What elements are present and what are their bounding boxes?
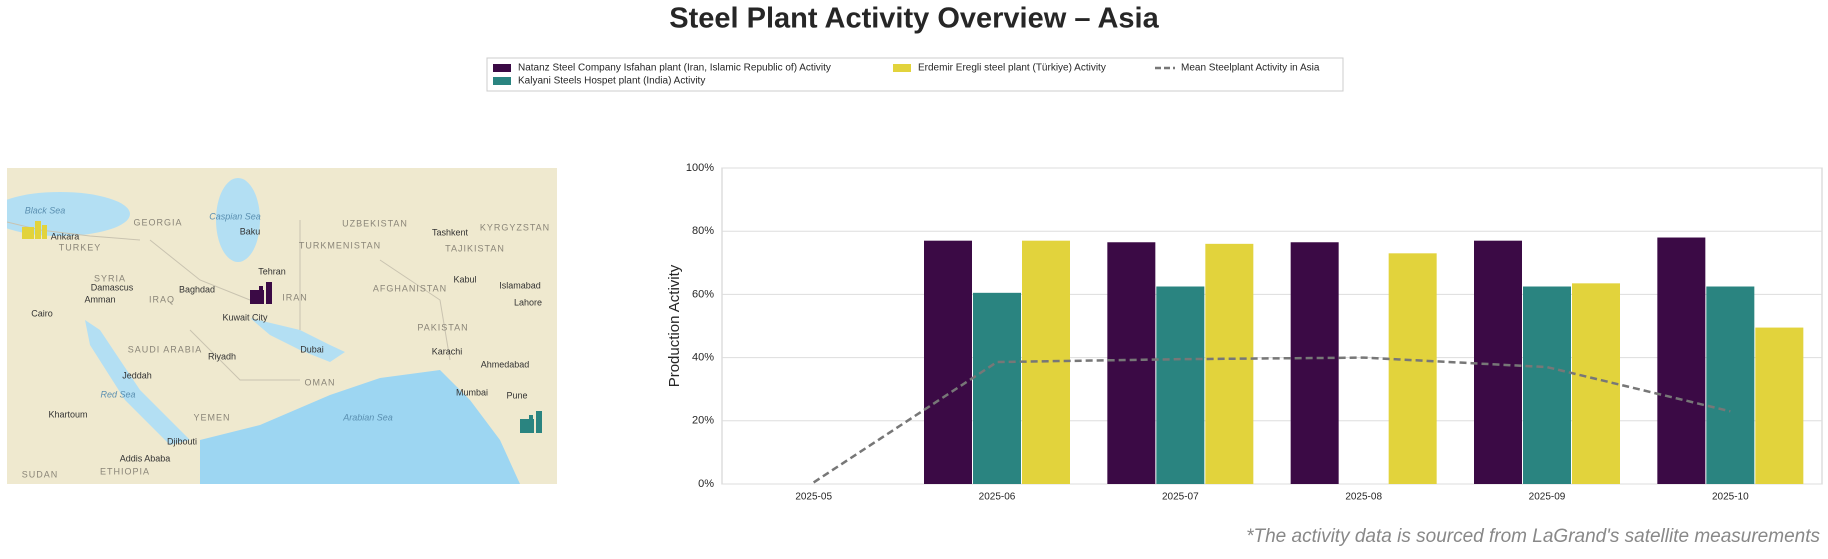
map-label: TURKEY [59, 242, 102, 252]
map-label: Kabul [453, 274, 476, 284]
footnote: *The activity data is sourced from LaGra… [1246, 526, 1820, 547]
x-tick-label: 2025-09 [1529, 492, 1566, 503]
map-label: Djibouti [167, 436, 197, 446]
map-label: Tehran [258, 266, 286, 276]
map-label: Mumbai [456, 387, 488, 397]
legend-label: Mean Steelplant Activity in Asia [1181, 63, 1320, 74]
map-label: Pune [506, 390, 527, 400]
map-label: Tashkent [432, 227, 469, 237]
bar [924, 240, 972, 484]
y-axis-label: Production Activity [666, 264, 683, 387]
map-label: PAKISTAN [417, 322, 468, 332]
bar [1523, 286, 1571, 484]
bar [1474, 240, 1522, 484]
y-tick-label: 60% [692, 288, 714, 300]
map-label: ETHIOPIA [100, 466, 150, 476]
map-label: Damascus [91, 282, 134, 292]
map: Black Sea GEORGIA Caspian Sea UZBEKISTAN Tas… [7, 168, 557, 484]
legend: Natanz Steel Company Isfahan plant (Iran… [493, 63, 1320, 87]
map-label: OMAN [305, 377, 336, 387]
map-label: SUDAN [22, 469, 59, 479]
x-tick-label: 2025-10 [1712, 492, 1749, 503]
map-label: Jeddah [122, 370, 152, 380]
legend-swatch [893, 64, 911, 72]
chart-title: Steel Plant Activity Overview – Asia [669, 3, 1159, 35]
bar [1107, 242, 1156, 484]
map-label: Baghdad [179, 284, 215, 294]
map-label: SYRIA [94, 273, 126, 283]
map-label: KYRGYZSTAN [480, 222, 550, 232]
map-label: Black Sea [25, 205, 66, 215]
map-labels: Black Sea GEORGIA Caspian Sea UZBEKISTAN Tas… [22, 205, 550, 479]
plot-frame [721, 167, 1823, 485]
map-label: AFGHANISTAN [373, 283, 447, 293]
water [250, 318, 345, 362]
legend-swatch [493, 64, 511, 72]
legend-label: Kalyani Steels Hospet plant (India) Acti… [518, 76, 705, 87]
map-label: Arabian Sea [342, 412, 393, 422]
bar [1388, 253, 1437, 484]
map-label: Red Sea [100, 389, 135, 399]
y-tick-label: 40% [692, 352, 714, 364]
plant-icon [520, 411, 542, 433]
map-label: YEMEN [193, 412, 230, 422]
map-label: UZBEKISTAN [342, 218, 408, 228]
plant-icon [250, 282, 272, 304]
x-tick-label: 2025-07 [1162, 492, 1199, 503]
map-label: Ankara [51, 231, 80, 241]
map-label: Riyadh [208, 351, 236, 361]
y-tick-label: 80% [692, 225, 714, 237]
bar [1156, 286, 1205, 484]
map-label: Ahmedabad [481, 359, 530, 369]
water [216, 178, 260, 262]
map-label: TAJIKISTAN [445, 243, 505, 253]
y-tick-label: 100% [686, 162, 714, 174]
y-tick-label: 0% [698, 478, 714, 490]
bar [1706, 286, 1755, 484]
legend-label: Erdemir Eregli steel plant (Türkiye) Act… [918, 63, 1106, 74]
plant-icon [22, 221, 47, 239]
map-label: Khartoum [48, 409, 87, 419]
map-label: Cairo [31, 308, 53, 318]
border [7, 221, 141, 241]
border [149, 220, 451, 381]
map-label: IRAN [282, 292, 308, 302]
map-label: Dubai [300, 344, 324, 354]
bar [1290, 242, 1339, 484]
map-label: GEORGIA [133, 217, 182, 227]
legend-label: Natanz Steel Company Isfahan plant (Iran… [518, 63, 831, 74]
map-label: Lahore [514, 297, 542, 307]
map-label: Caspian Sea [209, 211, 261, 221]
water [200, 370, 520, 484]
water [85, 320, 190, 445]
bar [1755, 327, 1804, 484]
bar [973, 292, 1021, 484]
bar [1205, 243, 1254, 484]
legend-box [486, 57, 1344, 92]
map-label: SAUDI ARABIA [128, 344, 203, 354]
map-label: Islamabad [499, 280, 541, 290]
y-tick-label: 20% [692, 415, 714, 427]
map-label: TURKMENISTAN [299, 240, 381, 250]
map-label: Karachi [432, 346, 463, 356]
map-label: Addis Ababa [120, 453, 171, 463]
x-tick-label: 2025-08 [1345, 492, 1382, 503]
map-label: Amman [84, 294, 115, 304]
bar [1657, 237, 1706, 484]
x-tick-label: 2025-05 [795, 492, 832, 503]
legend-swatch [493, 77, 511, 85]
map-label: Baku [240, 226, 261, 236]
x-tick-label: 2025-06 [979, 492, 1016, 503]
mean-line [812, 356, 1731, 484]
map-label: Kuwait City [222, 312, 268, 322]
map-label: IRAQ [149, 294, 175, 304]
